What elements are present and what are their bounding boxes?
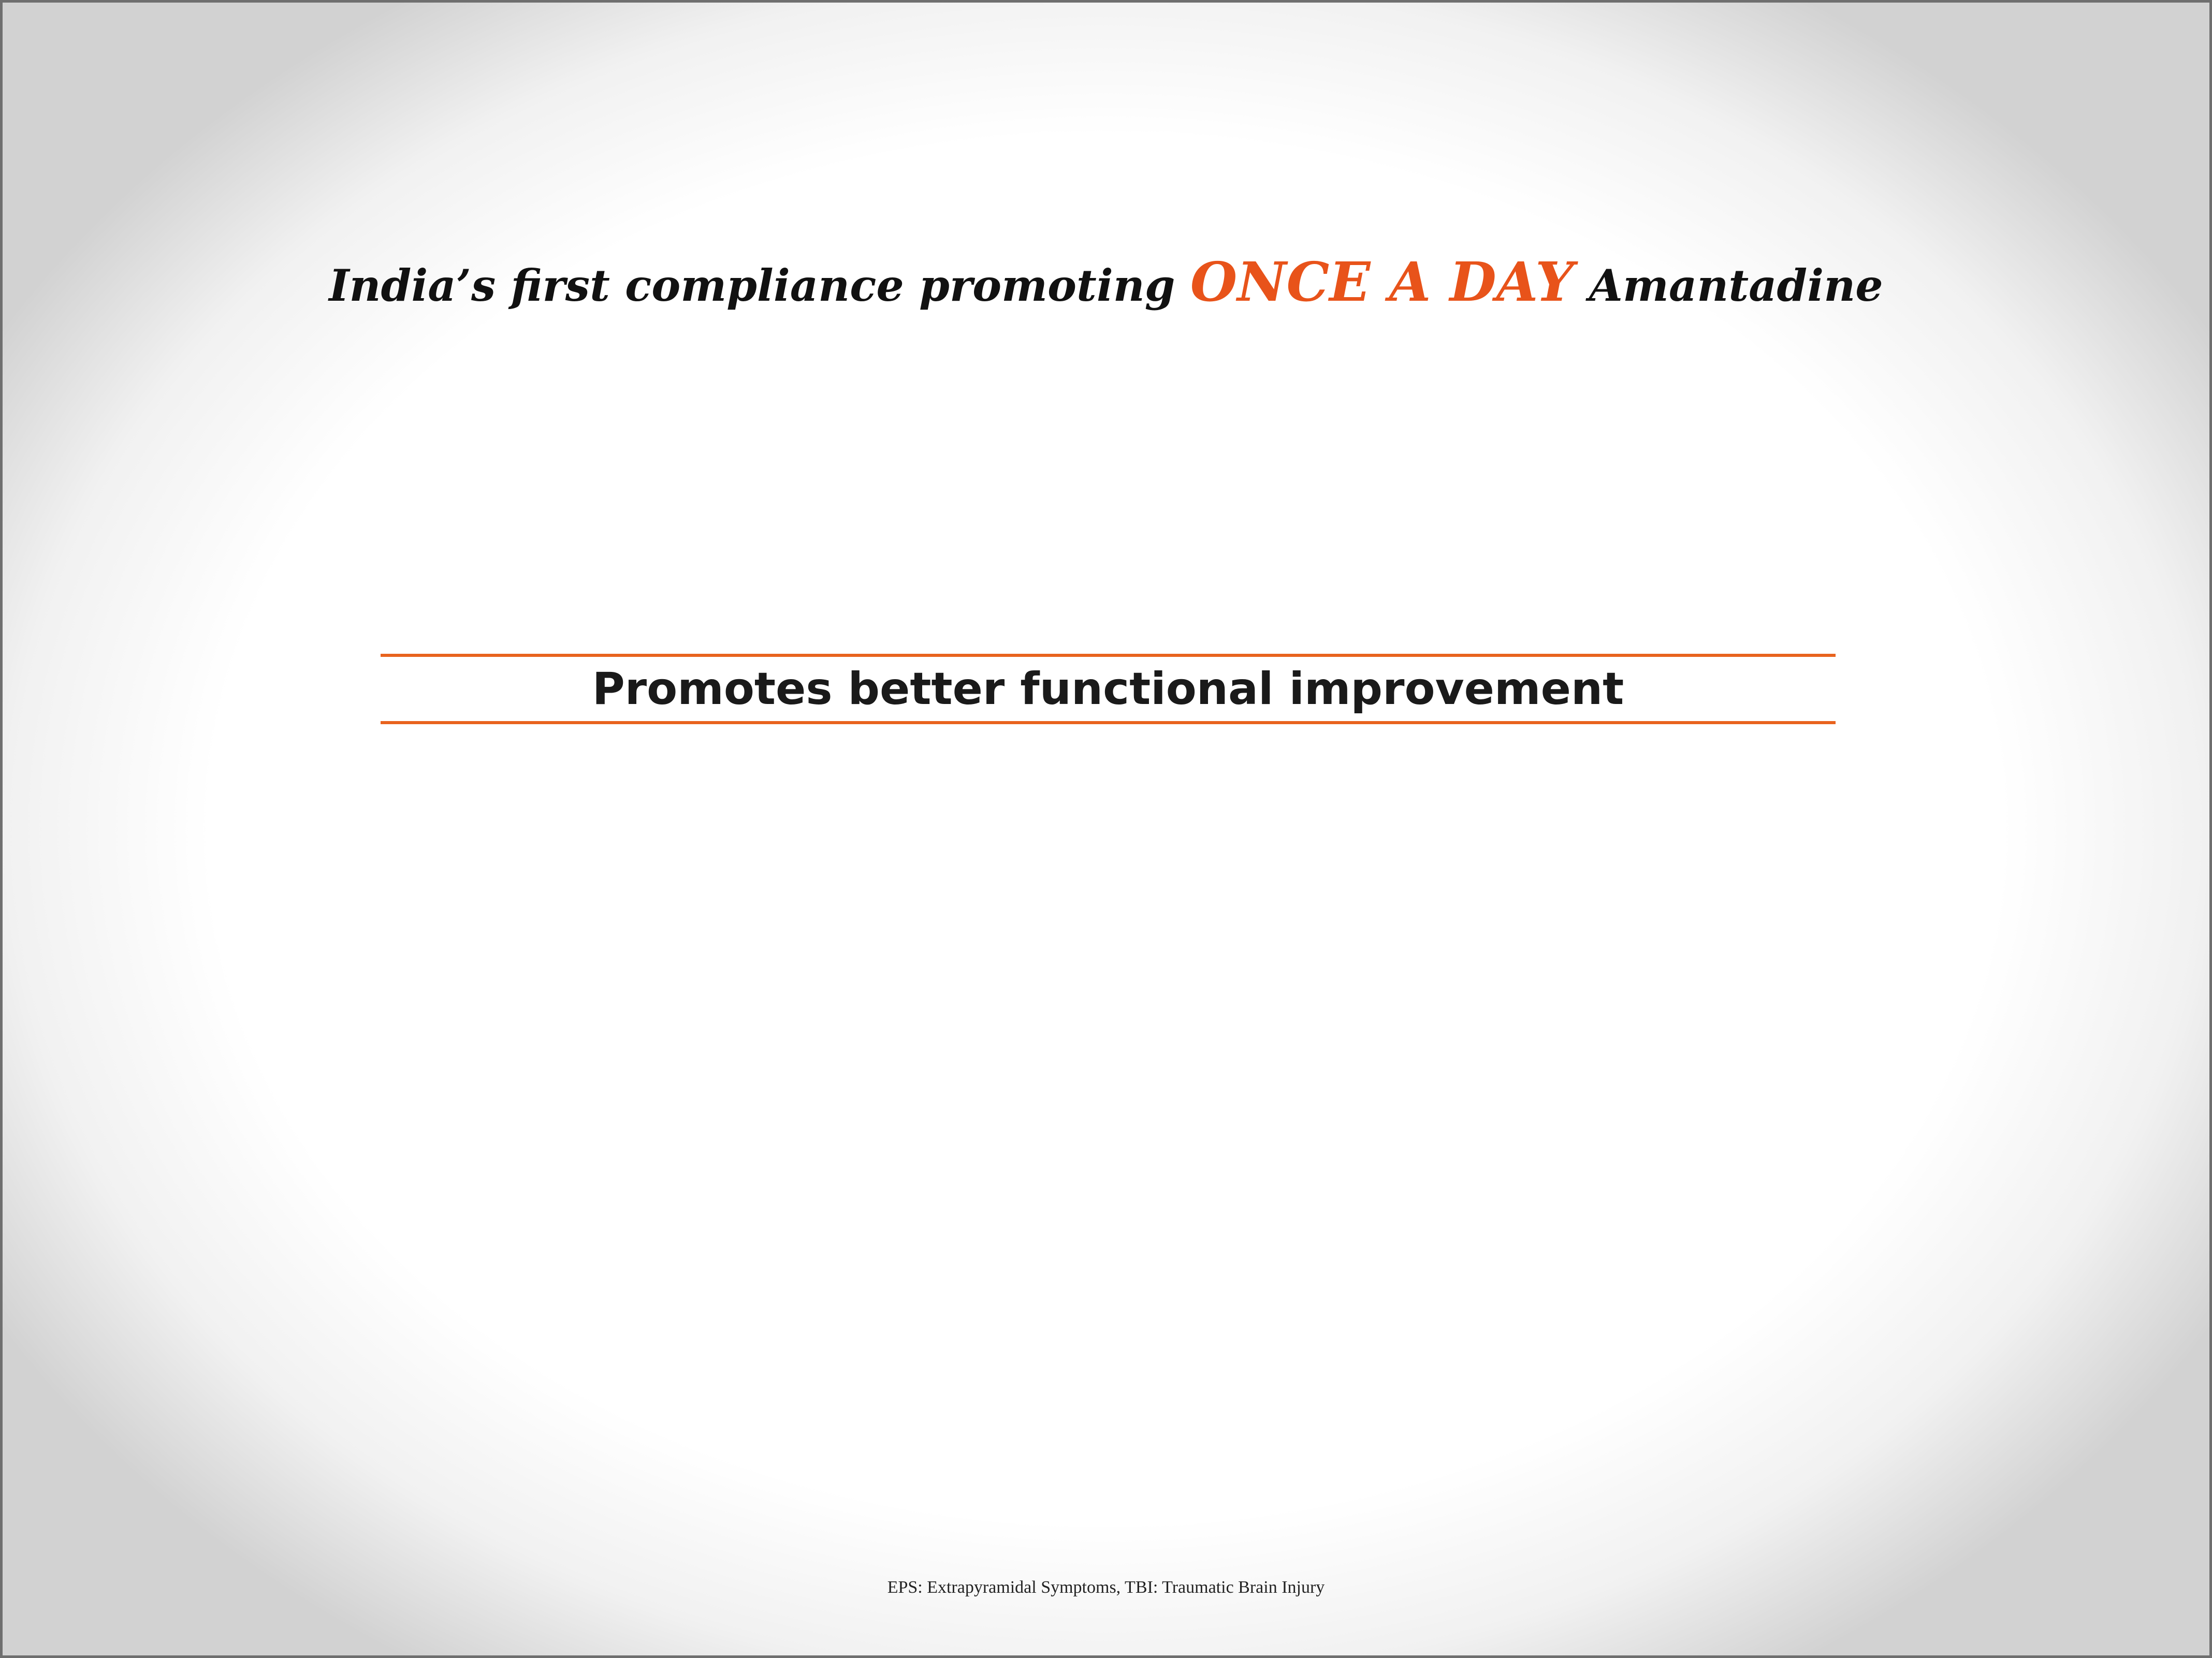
headline-lead-text: India’s first compliance promoting	[329, 260, 1190, 311]
subheading: Promotes better functional improvement	[592, 663, 1624, 715]
headline: India’s first compliance promoting ONCE …	[3, 246, 2209, 322]
headline-accent-text: ONCE A DAY	[1190, 250, 1574, 314]
headline-trailing-text: Amantadine	[1574, 260, 1883, 311]
footnote: EPS: Extrapyramidal Symptoms, TBI: Traum…	[887, 1578, 1325, 1597]
subheading-top-rule	[381, 654, 1836, 657]
subheading-bottom-rule	[381, 721, 1836, 724]
